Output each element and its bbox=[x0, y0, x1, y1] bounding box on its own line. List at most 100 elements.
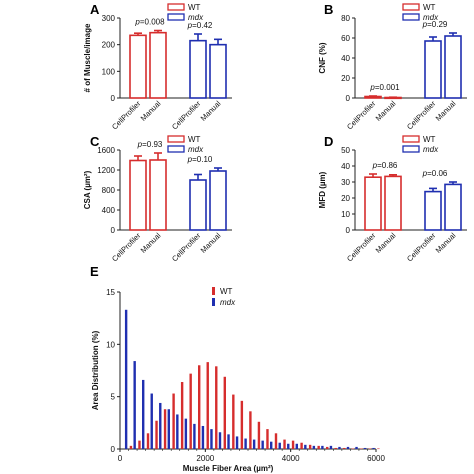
y-tick-label: 0 bbox=[111, 445, 116, 454]
x-tick-label: Manual bbox=[374, 231, 398, 255]
panel-letter: D bbox=[324, 134, 333, 149]
y-tick-label: 10 bbox=[106, 340, 115, 349]
histogram-bar bbox=[351, 448, 354, 450]
y-tick-label: 30 bbox=[341, 178, 350, 187]
histogram-bar bbox=[155, 420, 158, 449]
legend-swatch bbox=[402, 145, 420, 153]
x-tick-label: CellProfiler bbox=[170, 231, 203, 264]
bar bbox=[444, 183, 462, 231]
histogram-bar bbox=[146, 433, 150, 449]
bar bbox=[209, 170, 227, 231]
histogram-bar bbox=[244, 438, 247, 449]
p-value-label: p=0.29 bbox=[422, 20, 448, 29]
legend-swatch bbox=[167, 145, 185, 153]
histogram-bar bbox=[355, 446, 358, 449]
histogram-bar bbox=[163, 409, 167, 449]
legend-label: WT bbox=[423, 3, 436, 12]
x-tick-label: CellProfiler bbox=[405, 231, 438, 264]
histogram-bar bbox=[346, 446, 350, 449]
histogram-bar bbox=[180, 382, 184, 449]
x-tick-label: 6000 bbox=[367, 454, 385, 463]
histogram-bar bbox=[300, 442, 303, 449]
y-tick-label: 200 bbox=[102, 41, 116, 50]
y-tick-label: 50 bbox=[341, 146, 350, 155]
x-tick-label: CellProfiler bbox=[110, 99, 143, 132]
histogram-bar bbox=[198, 365, 201, 449]
y-axis-label: CNF (%) bbox=[318, 42, 327, 73]
histogram-bar bbox=[206, 362, 209, 449]
bar bbox=[129, 34, 147, 99]
bar bbox=[149, 31, 167, 99]
panel-letter: E bbox=[90, 264, 99, 279]
legend-label: WT bbox=[220, 287, 233, 296]
y-axis-label: # of Muscle/image bbox=[83, 23, 92, 92]
histogram-bar bbox=[334, 447, 337, 449]
y-tick-label: 0 bbox=[111, 226, 116, 235]
legend-label: WT bbox=[423, 135, 436, 144]
p-value-label: p=0.10 bbox=[187, 155, 213, 164]
y-axis-label: Area Distribution (%) bbox=[91, 330, 100, 410]
histogram-bar bbox=[142, 379, 145, 449]
x-axis-label: Muscle Fiber Area (µm²) bbox=[183, 464, 274, 473]
x-tick-label: Manual bbox=[139, 99, 163, 123]
x-tick-label: 0 bbox=[118, 454, 123, 463]
histogram-bar bbox=[270, 441, 273, 449]
y-tick-label: 15 bbox=[106, 288, 115, 297]
histogram-bar bbox=[261, 440, 264, 449]
x-tick-label: Manual bbox=[374, 99, 398, 123]
histogram-bar bbox=[240, 400, 244, 449]
bar bbox=[189, 39, 207, 99]
histogram-bar bbox=[176, 414, 179, 449]
y-tick-label: 800 bbox=[102, 186, 116, 195]
histogram-bar bbox=[193, 423, 196, 449]
x-tick-label: Manual bbox=[434, 99, 458, 123]
x-tick-label: Manual bbox=[139, 231, 163, 255]
y-axis-label: CSA (µm²) bbox=[83, 170, 92, 209]
x-tick-label: CellProfiler bbox=[345, 99, 378, 132]
bar bbox=[129, 159, 147, 231]
histogram-bar bbox=[167, 409, 170, 449]
histogram-bar bbox=[201, 425, 205, 449]
y-tick-label: 1200 bbox=[97, 166, 115, 175]
y-tick-label: 20 bbox=[341, 194, 350, 203]
panel-letter: A bbox=[90, 2, 100, 17]
histogram-bar bbox=[317, 445, 320, 449]
legend-swatch bbox=[402, 3, 420, 11]
y-tick-label: 80 bbox=[341, 14, 350, 23]
panel-a: A 0 100 200 300 # of Muscle/image CellProfiler… bbox=[83, 2, 232, 131]
histogram-bar bbox=[278, 442, 281, 449]
histogram-bar bbox=[283, 439, 286, 449]
legend-swatch bbox=[402, 13, 420, 21]
bar bbox=[364, 176, 382, 231]
histogram-bar bbox=[189, 373, 192, 449]
histogram-bar bbox=[363, 447, 367, 449]
x-tick-label: CellProfiler bbox=[110, 231, 143, 264]
y-tick-label: 10 bbox=[341, 210, 350, 219]
legend-label: mdx bbox=[188, 145, 204, 154]
legend-label: WT bbox=[188, 135, 201, 144]
histogram-bar bbox=[184, 418, 188, 449]
histogram-bar bbox=[215, 366, 218, 449]
y-tick-label: 1600 bbox=[97, 146, 115, 155]
bar bbox=[444, 35, 462, 99]
x-tick-label: CellProfiler bbox=[405, 99, 438, 132]
histogram-bar bbox=[172, 393, 175, 449]
histogram-bar bbox=[287, 443, 290, 449]
histogram-bar bbox=[329, 445, 333, 449]
histogram-bar bbox=[235, 436, 239, 449]
p-value-label: p=0.42 bbox=[187, 21, 213, 30]
y-tick-label: 20 bbox=[341, 74, 350, 83]
p-value-label: p=0.008 bbox=[134, 18, 165, 27]
y-tick-label: 5 bbox=[111, 393, 116, 402]
legend-label: mdx bbox=[220, 298, 236, 307]
histogram-bar bbox=[249, 411, 252, 449]
histogram-bar bbox=[227, 434, 230, 449]
histogram-bar bbox=[210, 429, 213, 449]
legend-swatch bbox=[212, 287, 215, 295]
x-tick-label: Manual bbox=[434, 231, 458, 255]
p-value-label: p=0.001 bbox=[369, 83, 400, 92]
